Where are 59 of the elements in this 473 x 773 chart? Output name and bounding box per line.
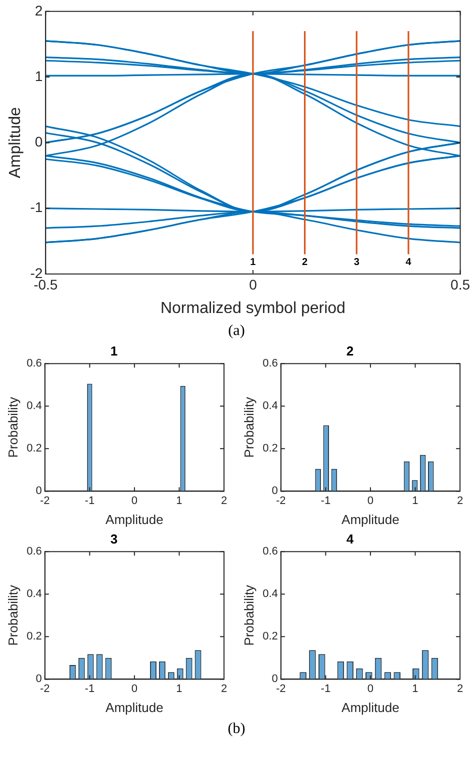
y-tick-label: -2 <box>30 264 43 281</box>
x-tick-label: -1 <box>320 682 331 695</box>
y-tick-label: 0.4 <box>262 400 278 412</box>
x-tick-label: 2 <box>456 682 464 695</box>
y-tick-label: -1 <box>30 199 43 216</box>
y-tick-label: 0 <box>36 485 42 498</box>
y-tick-label: 2 <box>34 2 43 18</box>
annotation: 1 <box>250 256 256 268</box>
x-tick-label: 2 <box>220 494 228 507</box>
y-tick-label: 0.6 <box>26 546 42 558</box>
x-tick-label: -1 <box>320 494 331 507</box>
x-tick-label: 0.5 <box>450 276 470 292</box>
text: (b) <box>226 720 246 739</box>
chart-title: 1 <box>110 343 118 358</box>
x-axis-title: Amplitude <box>106 700 164 715</box>
x-tick-label: 1 <box>176 682 182 695</box>
y-tick-label: 0.2 <box>262 442 278 455</box>
x-tick-label: 2 <box>456 494 464 507</box>
y-axis-title: Probability <box>5 584 20 646</box>
y-tick-label: 0 <box>36 673 42 686</box>
x-tick-label: 1 <box>412 494 418 507</box>
chart-title: 2 <box>346 343 354 358</box>
y-axis-title: Amplitude <box>7 107 24 178</box>
y-tick-label: 0 <box>272 673 278 686</box>
y-axis-title: Probability <box>241 396 256 458</box>
x-axis-title: Amplitude <box>342 512 400 527</box>
y-tick-label: 0 <box>34 134 43 150</box>
x-axis-title: Amplitude <box>342 700 400 715</box>
x-tick-label: 0 <box>367 682 374 695</box>
x-tick-label: -1 <box>84 494 95 507</box>
y-tick-label: 0.6 <box>262 358 278 370</box>
y-axis-title: Probability <box>5 396 20 458</box>
annotation: 2 <box>302 256 308 268</box>
y-tick-label: 0.2 <box>26 630 42 643</box>
x-tick-label: 2 <box>220 682 228 695</box>
y-tick-label: 0.2 <box>26 442 42 455</box>
y-tick-label: 0.6 <box>26 358 42 370</box>
chart-title: 4 <box>346 531 354 546</box>
y-tick-label: 0.4 <box>262 588 278 600</box>
annotation: 3 <box>354 256 360 268</box>
x-tick-label: 0 <box>367 494 374 507</box>
y-tick-label: 0.4 <box>26 400 42 412</box>
y-axis-title: Probability <box>241 584 256 646</box>
x-axis-title: Amplitude <box>106 512 164 527</box>
y-tick-label: 0 <box>272 485 278 498</box>
text: (a) <box>227 322 246 341</box>
x-tick-label: 0 <box>131 682 138 695</box>
y-tick-label: 0.6 <box>262 546 278 558</box>
x-tick-label: 0 <box>131 494 138 507</box>
y-tick-label: 0.2 <box>262 630 278 643</box>
x-tick-label: 0 <box>249 276 258 292</box>
annotation: 4 <box>406 256 412 268</box>
x-tick-label: -1 <box>84 682 95 695</box>
x-axis-title: Normalized symbol period <box>160 300 346 317</box>
chart-title: 3 <box>110 531 118 546</box>
x-tick-label: 1 <box>176 494 182 507</box>
y-tick-label: 0.4 <box>26 588 42 600</box>
y-tick-label: 1 <box>34 68 43 84</box>
x-tick-label: 1 <box>412 682 418 695</box>
